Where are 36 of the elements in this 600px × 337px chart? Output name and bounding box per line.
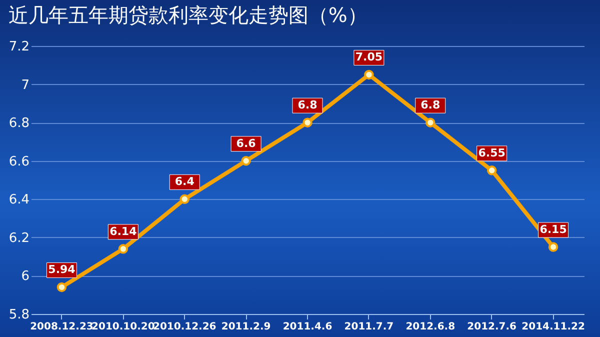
point <box>56 282 67 292</box>
y-tick-label: 6.4 <box>8 192 30 208</box>
point <box>302 118 312 128</box>
x-tick-label: 2011.7.7 <box>344 322 394 332</box>
data-label: 6.4 <box>174 175 195 188</box>
x-tick-label: 2012.7.6 <box>467 322 517 332</box>
data-label: 6.8 <box>298 98 318 112</box>
data-label: 6.55 <box>478 146 506 160</box>
y-tick-label: 6.2 <box>8 230 30 246</box>
point <box>486 166 497 176</box>
x-tick-label: 2011.4.6 <box>282 322 332 332</box>
data-label: 6.8 <box>420 98 440 112</box>
x-tick-label: 2012.6.8 <box>406 322 456 332</box>
point <box>426 118 436 128</box>
y-tick-label: 6.6 <box>8 154 30 170</box>
data-label: 5.94 <box>48 263 76 276</box>
x-tick-label: 2014.11.22 <box>522 322 585 332</box>
chart-title: 近几年五年期贷款利率变化走势图（%） <box>8 3 368 27</box>
data-label: 6.6 <box>236 136 256 150</box>
data-label: 6.15 <box>540 223 567 236</box>
y-tick-label: 7 <box>21 78 30 93</box>
x-tick-label: 2010.12.26 <box>152 322 216 332</box>
x-tick-label: 2008.12.23 <box>30 322 94 332</box>
y-tick-label: 6.8 <box>8 116 30 132</box>
x-tick-label: 2011.2.9 <box>221 322 271 332</box>
point <box>241 156 251 166</box>
point <box>118 244 128 254</box>
data-label: 6.14 <box>110 224 138 238</box>
y-tick-label: 7.2 <box>8 40 30 54</box>
y-tick-label: 6 <box>21 269 30 284</box>
data-label: 7.05 <box>355 50 383 64</box>
y-tick-label: 5.8 <box>8 308 30 322</box>
point <box>364 70 374 80</box>
x-tick-label: 2010.10.20 <box>92 322 155 332</box>
point <box>548 242 558 252</box>
point <box>180 194 190 204</box>
